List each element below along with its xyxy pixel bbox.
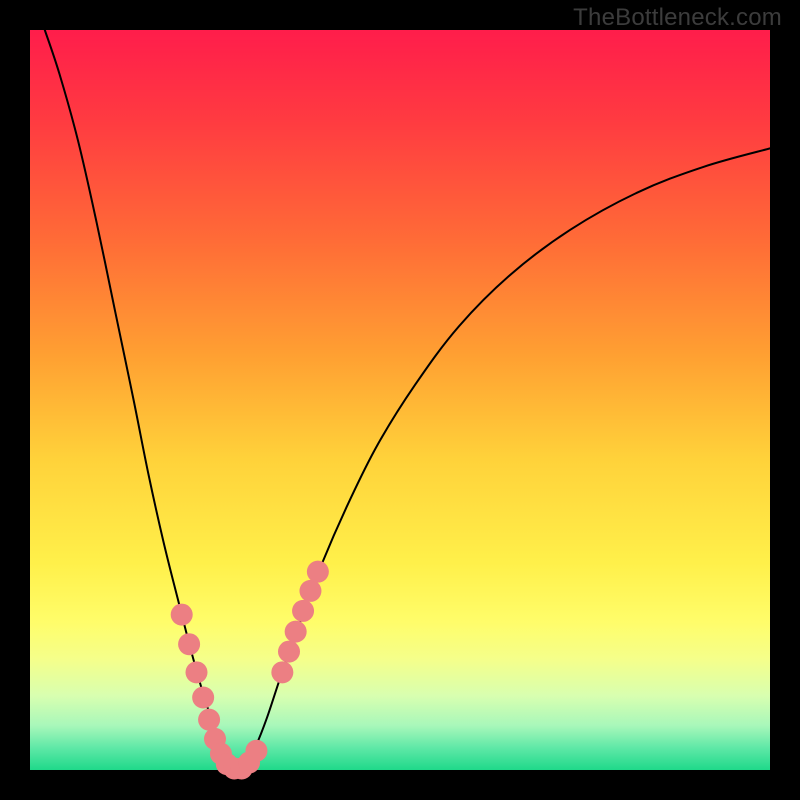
data-marker (292, 600, 314, 622)
bottleneck-chart-svg (0, 0, 800, 800)
plot-area (30, 30, 770, 770)
data-marker (299, 580, 321, 602)
data-marker (278, 641, 300, 663)
watermark-text: TheBottleneck.com (573, 4, 782, 32)
data-marker (178, 633, 200, 655)
data-marker (245, 740, 267, 762)
data-marker (307, 561, 329, 583)
data-marker (186, 661, 208, 683)
chart-canvas: TheBottleneck.com (0, 0, 800, 800)
data-marker (192, 686, 214, 708)
data-marker (285, 621, 307, 643)
data-marker (171, 604, 193, 626)
data-marker (198, 709, 220, 731)
data-marker (271, 661, 293, 683)
